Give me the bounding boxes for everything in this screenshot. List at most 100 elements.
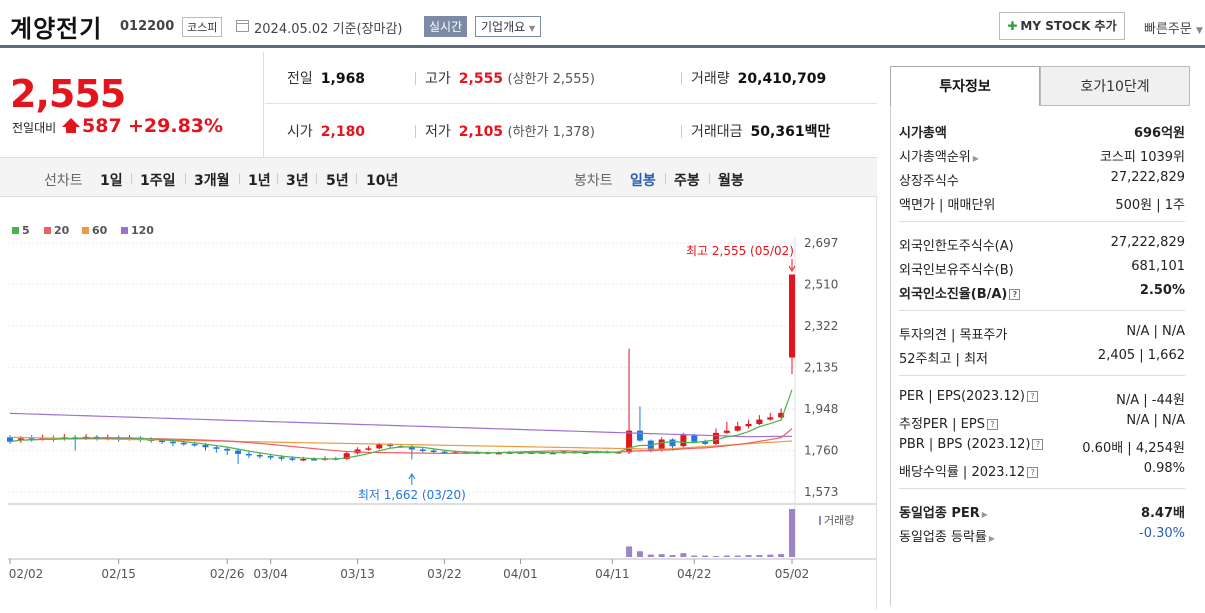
help-icon[interactable]: ? [1032,439,1044,450]
company-name[interactable]: 계양전기 [10,15,103,43]
info-key[interactable]: 시가총액순위 ▶ [899,150,979,165]
info-key[interactable]: 외국인소진율(B/A)? [899,283,1021,302]
period-daily[interactable]: 일봉 [630,173,656,189]
realtime-button[interactable]: 실시간 [424,16,468,37]
stat-low-value: 2,105 [458,124,504,140]
stat-open-value: 2,180 [320,124,366,140]
candle-body [224,448,231,451]
volume-bar [680,553,687,557]
change-percent: +29.83% [128,115,224,137]
candle-body [159,440,166,443]
candle-body [191,443,198,446]
period-10y[interactable]: 10년 [366,173,399,189]
stat-prev-label: 전일 [287,71,313,87]
volume-bar [626,546,633,557]
candle-body [202,445,209,448]
period-3y[interactable]: 3년 [286,173,309,189]
info-row: 상장주식수 27,222,829 [899,170,1185,192]
candle-body [658,439,665,451]
change-value: 587 [82,115,122,137]
divider [899,488,1185,489]
candle-body [354,449,361,454]
legend-label: 5 [22,224,30,237]
period-1w[interactable]: 1주일 [140,173,176,189]
candle-body [365,448,372,450]
stat-volume-value: 20,410,709 [737,71,827,87]
info-row: 배당수익률 | 2023.12? 0.98% [899,461,1185,483]
y-tick-label: 1,760 [804,444,838,458]
info-key[interactable]: PER | EPS(2023.12)? [899,389,1038,404]
candle-body [289,458,296,460]
stat-amount-value: 50,361 [750,124,805,140]
divider [415,125,416,138]
candle-body [7,437,13,442]
period-1d[interactable]: 1일 [100,173,123,189]
candle-body [789,274,795,358]
info-row: 동일업종 PER ▶ 8.47배 [899,502,1185,524]
candle-body [680,435,687,447]
period-5y[interactable]: 5년 [326,173,349,189]
info-row: 외국인보유주식수(B) 681,101 [899,259,1185,281]
divider [415,72,416,85]
candle-body [245,453,252,456]
tab-investment-info[interactable]: 투자정보 [890,66,1040,106]
volume-bar [789,509,795,557]
info-key: 상장주식수 [899,174,959,189]
info-value: 0.98% [1143,461,1185,476]
info-row: 외국인소진율(B/A)? 2.50% [899,283,1185,305]
stat-open-label: 시가 [287,124,313,140]
price-summary: 2,555 전일대비 587 +29.83% [0,52,264,157]
y-tick-label: 2,135 [804,361,838,375]
info-row: 52주최고 | 최저 2,405 | 1,662 [899,348,1185,370]
quick-order-button[interactable]: 빠른주문 ▼ [1144,18,1203,37]
info-key[interactable]: 배당수익률 | 2023.12? [899,461,1039,480]
legend-swatch [121,227,128,234]
info-key: 외국인한도주식수(A) [899,239,1014,254]
chevron-down-icon: ▼ [529,24,536,33]
help-icon[interactable]: ? [986,419,998,430]
candle-body [734,426,741,431]
x-tick-label: 02/15 [101,567,136,581]
help-icon[interactable]: ? [1026,391,1038,402]
info-key[interactable]: 동일업종 PER ▶ [899,506,988,521]
help-icon[interactable]: ? [1027,467,1039,478]
info-key[interactable]: 동일업종 등락률 ▶ [899,530,996,545]
up-arrow-icon [62,118,80,133]
divider [681,72,682,85]
divider [899,221,1185,222]
volume-bar [691,555,698,557]
tab-hoga-10[interactable]: 호가10단계 [1040,66,1190,106]
upper-limit: (상한가 2,555) [507,72,595,87]
chevron-right-icon: ▶ [972,154,979,163]
info-row: 시가총액순위 ▶ 코스피 1039위 [899,146,1185,168]
legend-label: 120 [131,224,154,237]
info-key[interactable]: PBR | BPS (2023.12)? [899,437,1044,452]
info-row: PER | EPS(2023.12)? N/A | -44원 [899,389,1185,411]
change-label: 전일대비 [12,121,57,135]
info-value: 2,405 | 1,662 [1097,348,1185,363]
candle-body [767,417,774,420]
info-value: 27,222,829 [1110,170,1185,185]
add-mystock-button[interactable]: ✚ MY STOCK 추가 [999,12,1125,40]
divider [681,125,682,138]
period-1y[interactable]: 1년 [248,173,271,189]
company-overview-dropdown[interactable]: 기업개요 ▼ [475,16,542,37]
quick-order-label: 빠른주문 [1144,22,1192,37]
period-monthly[interactable]: 월봉 [718,173,744,189]
price-chart: 5 20 60 120 2,697 2,510 2,322 2,135 1,948 1,760 1,… [0,197,877,609]
info-value: -0.30% [1139,526,1185,541]
help-icon[interactable]: ? [1009,289,1021,300]
x-tick-label: 05/02 [775,567,810,581]
info-value: 27,222,829 [1110,235,1185,250]
period-weekly[interactable]: 주봉 [674,173,700,189]
info-row: 액면가 | 매매단위 500원 | 1주 [899,194,1185,216]
stat-volume: 거래량 20,410,709 [691,68,826,88]
volume-bar [712,556,719,557]
x-tick-label: 04/11 [595,567,630,581]
divider [356,173,357,184]
period-3m[interactable]: 3개월 [194,173,230,189]
high-annotation: 최고 2,555 (05/02) [686,244,794,258]
info-key[interactable]: 추정PER | EPS? [899,413,998,432]
candle-body [28,438,35,440]
y-tick-label: 2,322 [804,319,838,333]
